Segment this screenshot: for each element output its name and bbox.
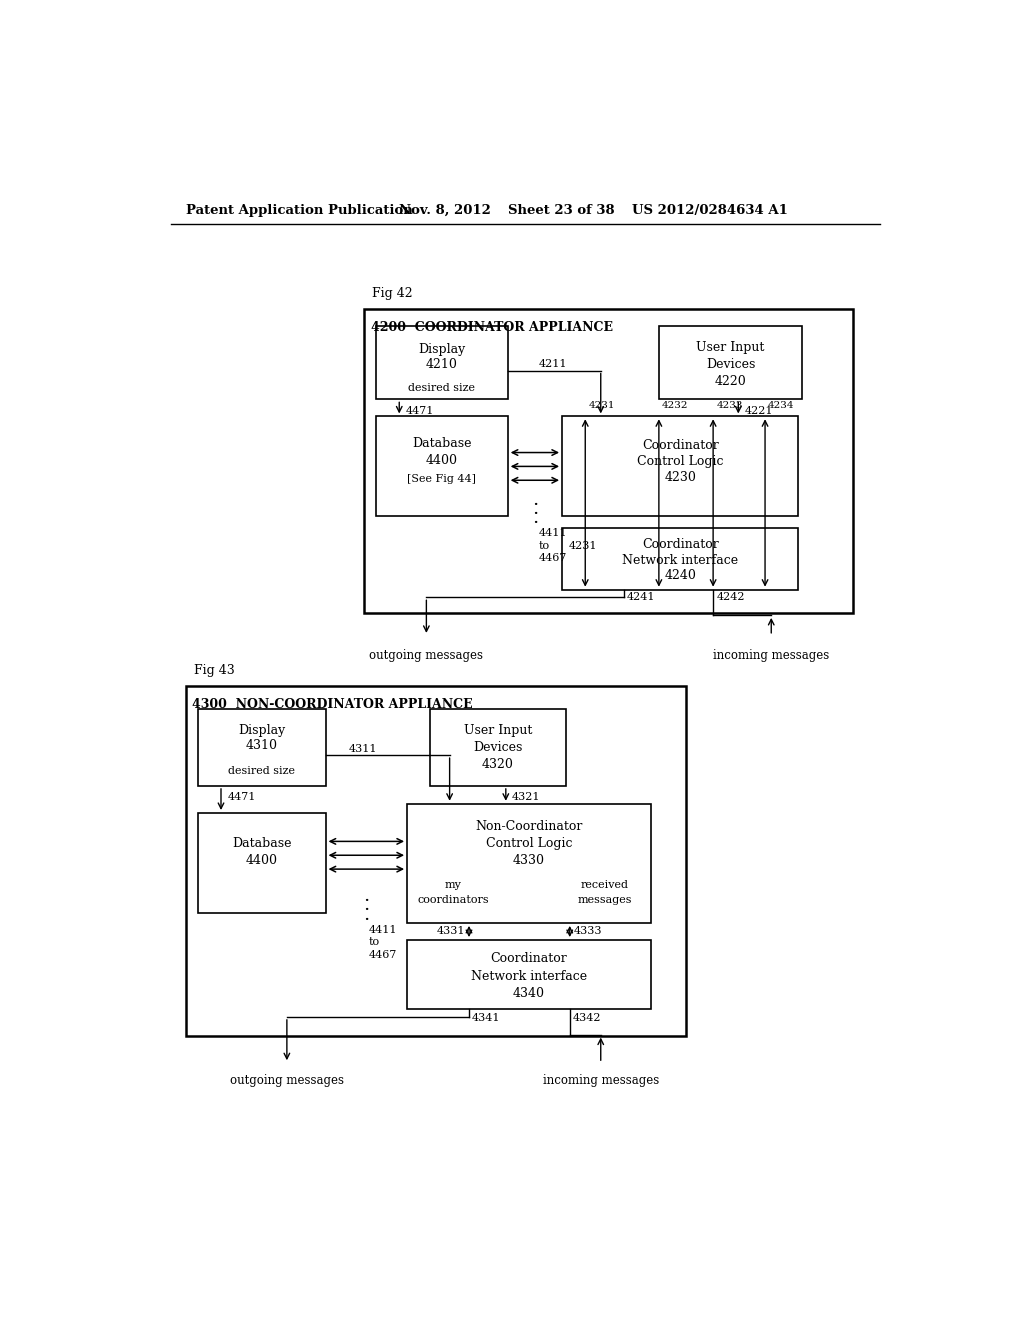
Text: [See Fig 44]: [See Fig 44] — [408, 474, 476, 484]
Text: 4471: 4471 — [406, 407, 434, 416]
Text: 4211: 4211 — [539, 359, 567, 370]
Text: desired size: desired size — [228, 766, 295, 776]
Text: Devices: Devices — [706, 358, 756, 371]
Text: .: . — [364, 887, 370, 906]
Text: 4400: 4400 — [426, 454, 458, 467]
Text: to: to — [369, 937, 380, 948]
Text: .: . — [531, 510, 538, 527]
Text: 4234: 4234 — [768, 401, 795, 411]
Text: 4232: 4232 — [662, 401, 688, 411]
Bar — [562, 416, 799, 516]
Text: Patent Application Publication: Patent Application Publication — [186, 205, 413, 218]
Text: messages: messages — [578, 895, 632, 906]
Text: Database: Database — [232, 837, 292, 850]
Text: 4411: 4411 — [369, 925, 397, 935]
Text: 4311: 4311 — [349, 744, 378, 754]
Text: to: to — [539, 541, 550, 550]
Text: Coordinator: Coordinator — [642, 539, 719, 552]
Text: Fig 42: Fig 42 — [372, 286, 413, 300]
Text: 4310: 4310 — [246, 739, 278, 752]
Bar — [376, 326, 508, 400]
Text: my: my — [445, 879, 462, 890]
Text: 4341: 4341 — [472, 1014, 501, 1023]
Text: 4467: 4467 — [539, 553, 567, 564]
Text: received: received — [581, 879, 629, 890]
Text: 4333: 4333 — [573, 927, 602, 936]
Text: 4221: 4221 — [744, 407, 773, 416]
Bar — [365, 309, 853, 612]
Text: 4467: 4467 — [369, 949, 397, 960]
Text: Non-Coordinator: Non-Coordinator — [475, 820, 583, 833]
Text: Database: Database — [412, 437, 472, 450]
Text: 4200  COORDINATOR APPLIANCE: 4200 COORDINATOR APPLIANCE — [371, 321, 612, 334]
Text: 4471: 4471 — [227, 792, 256, 803]
Text: 4331: 4331 — [436, 927, 465, 936]
Text: Display: Display — [418, 343, 466, 356]
Text: coordinators: coordinators — [418, 895, 489, 906]
Text: 4231: 4231 — [589, 401, 614, 411]
Text: 4330: 4330 — [513, 854, 545, 867]
Text: incoming messages: incoming messages — [713, 648, 829, 661]
Text: Network interface: Network interface — [623, 554, 738, 566]
Text: 4320: 4320 — [482, 758, 514, 771]
Text: 4241: 4241 — [627, 593, 655, 602]
Text: Nov. 8, 2012: Nov. 8, 2012 — [399, 205, 492, 218]
Text: 4321: 4321 — [512, 792, 541, 803]
Text: Control Logic: Control Logic — [637, 454, 723, 467]
Bar — [186, 686, 686, 1036]
Bar — [658, 326, 802, 400]
Text: 4300  NON-COORDINATOR APPLIANCE: 4300 NON-COORDINATOR APPLIANCE — [193, 698, 473, 711]
Text: incoming messages: incoming messages — [543, 1074, 658, 1088]
Text: 4220: 4220 — [715, 375, 746, 388]
Text: 4400: 4400 — [246, 854, 278, 867]
Text: Control Logic: Control Logic — [485, 837, 572, 850]
Text: Display: Display — [238, 723, 286, 737]
Text: Sheet 23 of 38: Sheet 23 of 38 — [508, 205, 614, 218]
Bar — [407, 804, 651, 923]
Bar — [376, 416, 508, 516]
Text: User Input: User Input — [464, 723, 532, 737]
Bar — [407, 940, 651, 1010]
Text: Fig 43: Fig 43 — [194, 664, 234, 677]
Text: Coordinator: Coordinator — [490, 952, 567, 965]
Text: .: . — [364, 906, 370, 924]
Text: 4230: 4230 — [665, 471, 696, 484]
Text: US 2012/0284634 A1: US 2012/0284634 A1 — [632, 205, 787, 218]
Text: outgoing messages: outgoing messages — [370, 648, 483, 661]
Text: 4240: 4240 — [665, 569, 696, 582]
Text: Network interface: Network interface — [471, 970, 587, 982]
Text: .: . — [531, 491, 538, 508]
Text: 4411: 4411 — [539, 528, 567, 539]
Text: 4342: 4342 — [572, 1014, 601, 1023]
Text: .: . — [531, 500, 538, 517]
Text: outgoing messages: outgoing messages — [229, 1074, 344, 1088]
Text: 4231: 4231 — [568, 541, 597, 550]
Text: 4242: 4242 — [716, 593, 744, 602]
Bar — [198, 709, 326, 785]
Text: Coordinator: Coordinator — [642, 440, 719, 453]
Text: 4340: 4340 — [513, 987, 545, 1001]
Bar — [430, 709, 566, 785]
Text: Devices: Devices — [473, 741, 522, 754]
Text: .: . — [364, 896, 370, 915]
Bar — [562, 528, 799, 590]
Text: 4210: 4210 — [426, 358, 458, 371]
Bar — [198, 813, 326, 913]
Text: desired size: desired size — [409, 383, 475, 393]
Text: User Input: User Input — [696, 342, 765, 354]
Text: 4233: 4233 — [716, 401, 742, 411]
